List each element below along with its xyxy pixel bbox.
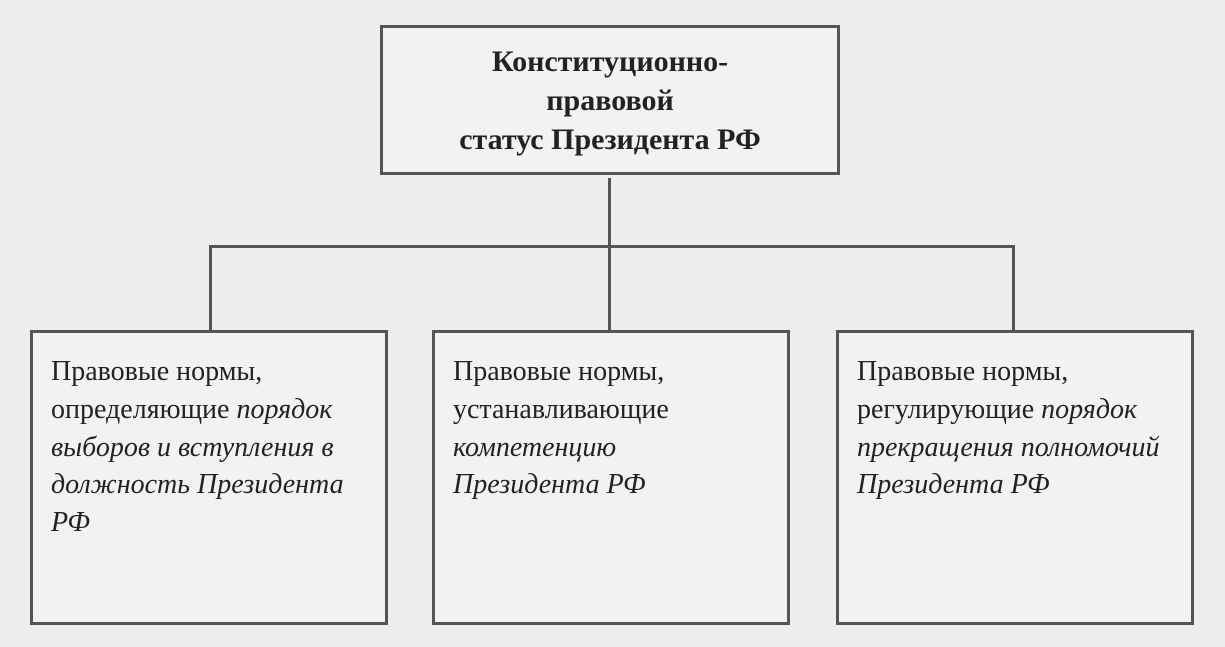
child-text-1: Правовые нормы, определяющие по­рядок вы…: [51, 353, 367, 542]
connector-child-2: [608, 245, 611, 330]
connector-root-down: [608, 178, 611, 248]
child-1-plain: Правовые нормы, определяющие: [51, 356, 262, 425]
diagram-container: Конституционно- правовой статус Президен…: [0, 0, 1225, 647]
child-text-2: Правовые нормы, устанавливающие компетен…: [453, 353, 769, 504]
root-title-line3: статус Президента РФ: [459, 123, 761, 156]
child-2-italic: компетенцию Президента РФ: [453, 432, 645, 501]
root-title: Конституционно- правовой статус Президен…: [459, 42, 761, 159]
child-node-2: Правовые нормы, устанавливающие компетен…: [432, 330, 790, 625]
connector-child-3: [1012, 245, 1015, 330]
child-2-plain: Правовые нормы, устанавливающие: [453, 356, 669, 425]
connector-child-1: [209, 245, 212, 330]
connector-horizontal: [209, 245, 1015, 248]
child-node-3: Правовые нормы, регулирующие по­рядок пр…: [836, 330, 1194, 625]
child-3-plain: Правовые нормы, регулирующие: [857, 356, 1068, 425]
root-title-line2: правовой: [546, 84, 674, 117]
child-node-1: Правовые нормы, определяющие по­рядок вы…: [30, 330, 388, 625]
root-title-line1: Конституционно-: [492, 45, 728, 78]
root-node: Конституционно- правовой статус Президен…: [380, 25, 840, 175]
child-text-3: Правовые нормы, регулирующие по­рядок пр…: [857, 353, 1173, 504]
